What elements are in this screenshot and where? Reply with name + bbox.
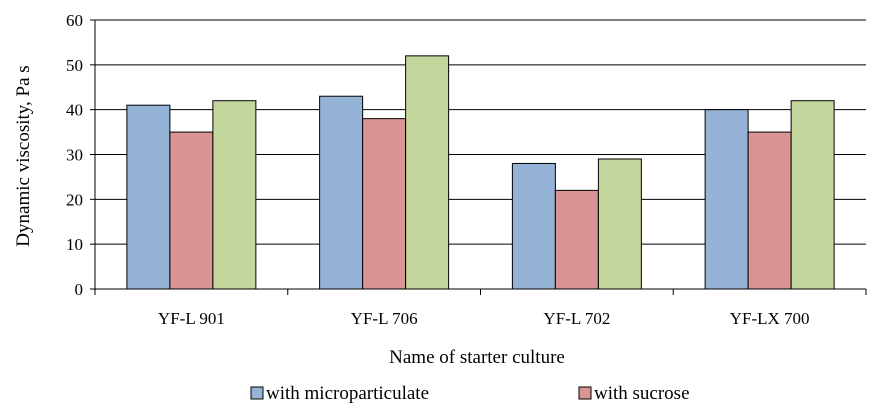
x-tick-label-1: YF-L 901 xyxy=(158,309,225,328)
x-axis-title: Name of starter culture xyxy=(389,347,565,368)
y-tick-label-0: 0 xyxy=(75,280,84,299)
y-tick-labels: 0 10 20 30 40 50 60 xyxy=(66,11,83,299)
y-tick-label-10: 10 xyxy=(66,235,83,254)
x-tick-label-4: YF-LX 700 xyxy=(730,309,810,328)
x-tick-labels: YF-L 901 YF-L 706 YF-L 702 YF-LX 700 xyxy=(158,309,810,328)
bar-3-yf-lx-700 xyxy=(790,100,835,290)
legend-label-1: with microparticulate xyxy=(266,383,429,404)
legend: with microparticulate with sucrose xyxy=(250,383,690,404)
x-tick-label-3: YF-L 702 xyxy=(543,309,610,328)
bar-3-yf-l-706 xyxy=(405,55,450,290)
y-tick-label-60: 60 xyxy=(66,11,83,30)
y-tick-label-50: 50 xyxy=(66,56,83,75)
bars xyxy=(126,55,835,290)
bar-2-yf-l-706 xyxy=(362,118,407,290)
y-tick-label-20: 20 xyxy=(66,190,83,209)
y-tick-label-40: 40 xyxy=(66,101,83,120)
bar-1-yf-l-706 xyxy=(319,95,364,290)
bar-3-yf-l-901 xyxy=(212,100,257,290)
bar-1-yf-lx-700 xyxy=(704,109,749,290)
x-tick-label-2: YF-L 706 xyxy=(351,309,418,328)
y-axis-title: Dynamic viscosity, Pa s xyxy=(13,65,34,246)
legend-swatch-2 xyxy=(578,386,592,400)
bar-1-yf-l-702 xyxy=(511,162,556,290)
bar-2-yf-l-901 xyxy=(169,131,214,290)
bar-2-yf-l-702 xyxy=(554,189,599,290)
axes xyxy=(90,19,867,295)
bar-2-yf-lx-700 xyxy=(747,131,792,290)
bar-1-yf-l-901 xyxy=(126,104,171,290)
y-tick-label-30: 30 xyxy=(66,146,83,165)
legend-label-2: with sucrose xyxy=(594,383,690,404)
legend-swatch-1 xyxy=(250,386,264,400)
bar-3-yf-l-702 xyxy=(597,158,642,290)
